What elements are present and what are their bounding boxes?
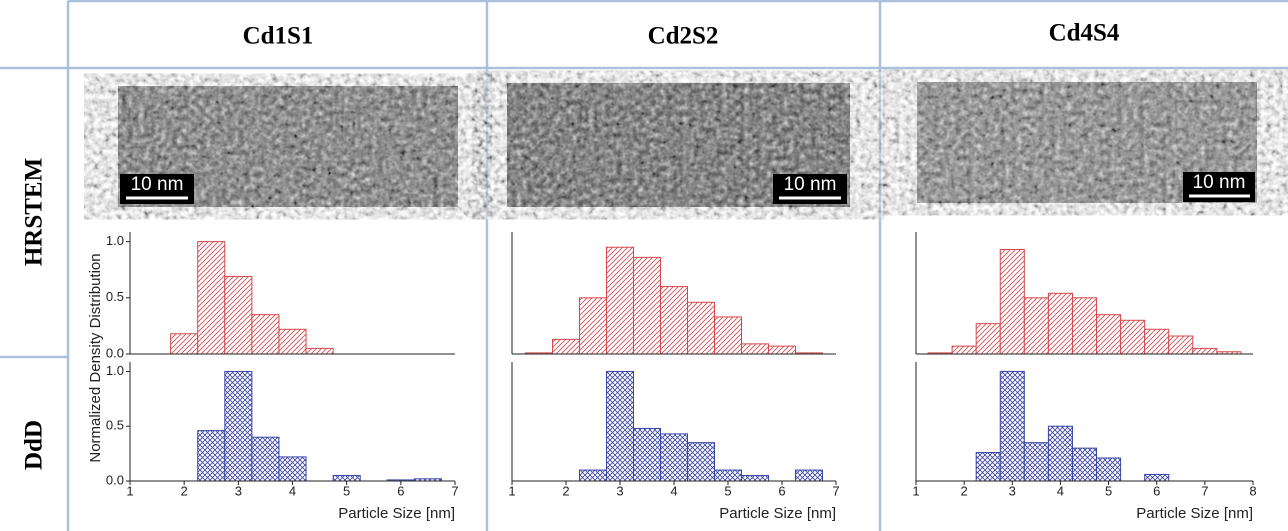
bar — [278, 456, 307, 482]
bar — [975, 323, 1001, 355]
bar — [633, 256, 661, 355]
y-tick-label: 1.0 — [106, 233, 124, 248]
bar — [687, 301, 715, 355]
bar — [197, 241, 226, 355]
x-tick-label: 6 — [397, 483, 404, 498]
column-header: Cd4S4 — [1049, 20, 1120, 47]
bar — [606, 370, 634, 482]
bar — [197, 430, 226, 482]
bar — [1023, 297, 1049, 355]
bar — [224, 370, 253, 482]
bar — [714, 469, 742, 482]
x-axis-label: Particle Size [nm] — [338, 505, 455, 522]
bar — [579, 297, 607, 355]
bar — [687, 442, 715, 482]
bar — [224, 275, 253, 355]
bar — [1120, 319, 1146, 355]
x-tick-label: 7 — [832, 483, 839, 498]
x-tick-label: 8 — [1249, 483, 1256, 498]
row-header: HRSTEM — [21, 158, 48, 266]
bar — [951, 345, 977, 355]
bar — [579, 469, 607, 482]
y-tick-label: 0.0 — [106, 345, 124, 360]
bar — [170, 333, 199, 355]
bar — [1192, 347, 1218, 355]
x-tick-label: 2 — [961, 483, 968, 498]
y-tick-label: 0.5 — [106, 289, 124, 304]
bar — [660, 286, 688, 355]
y-tick-label: 1.0 — [106, 363, 124, 378]
x-tick-label: 3 — [616, 483, 623, 498]
x-tick-label: 5 — [1105, 483, 1112, 498]
bar — [251, 314, 280, 355]
x-axis-label: Particle Size [nm] — [1136, 505, 1253, 522]
x-tick-label: 1 — [508, 483, 515, 498]
bar — [741, 475, 769, 482]
x-tick-label: 6 — [1153, 483, 1160, 498]
bar — [975, 452, 1001, 482]
bar — [1096, 314, 1122, 355]
bar — [795, 469, 823, 482]
bar — [999, 248, 1025, 355]
scale-bar-label: 10 nm — [1193, 172, 1246, 193]
micrograph: 10 nm — [917, 82, 1257, 203]
bar — [552, 338, 580, 355]
x-tick-label: 4 — [289, 483, 296, 498]
bar — [1047, 292, 1073, 355]
x-tick-label: 5 — [724, 483, 731, 498]
x-tick-label: 2 — [562, 483, 569, 498]
bar — [1071, 447, 1098, 482]
bar — [1071, 297, 1098, 355]
micrograph: 10 nm — [507, 83, 850, 207]
x-tick-label: 7 — [1201, 483, 1208, 498]
x-tick-label: 6 — [778, 483, 785, 498]
scale-bar-label: 10 nm — [784, 174, 837, 195]
bar — [714, 316, 742, 355]
x-tick-label: 1 — [912, 483, 919, 498]
x-tick-label: 1 — [126, 483, 133, 498]
bar — [305, 347, 334, 355]
x-tick-label: 3 — [1009, 483, 1016, 498]
y-tick-label: 0.5 — [106, 418, 124, 433]
x-tick-label: 7 — [451, 483, 458, 498]
bar — [606, 246, 634, 355]
bar — [1168, 335, 1194, 355]
column-header: Cd1S1 — [243, 23, 314, 50]
x-tick-label: 4 — [1057, 483, 1064, 498]
bar — [1047, 425, 1073, 482]
bar — [1144, 328, 1170, 355]
y-axis-label: Normalized Density Distribution — [87, 253, 104, 462]
row-header: DdD — [21, 420, 48, 470]
x-tick-label: 2 — [181, 483, 188, 498]
bar — [1023, 442, 1049, 482]
bar — [1096, 457, 1122, 482]
x-tick-label: 5 — [343, 483, 350, 498]
bar — [768, 345, 796, 355]
y-tick-label: 0.0 — [106, 472, 124, 487]
x-axis-label: Particle Size [nm] — [719, 505, 836, 522]
bar — [633, 427, 661, 482]
bar — [999, 370, 1025, 482]
bar — [660, 433, 688, 482]
bar — [332, 475, 361, 482]
x-tick-label: 4 — [670, 483, 677, 498]
bar — [251, 436, 280, 482]
bar — [1144, 473, 1170, 482]
bar — [741, 343, 769, 355]
x-tick-label: 3 — [235, 483, 242, 498]
scale-bar-label: 10 nm — [131, 174, 184, 195]
column-header: Cd2S2 — [648, 23, 719, 50]
bar — [278, 328, 307, 355]
micrograph: 10 nm — [118, 86, 458, 207]
